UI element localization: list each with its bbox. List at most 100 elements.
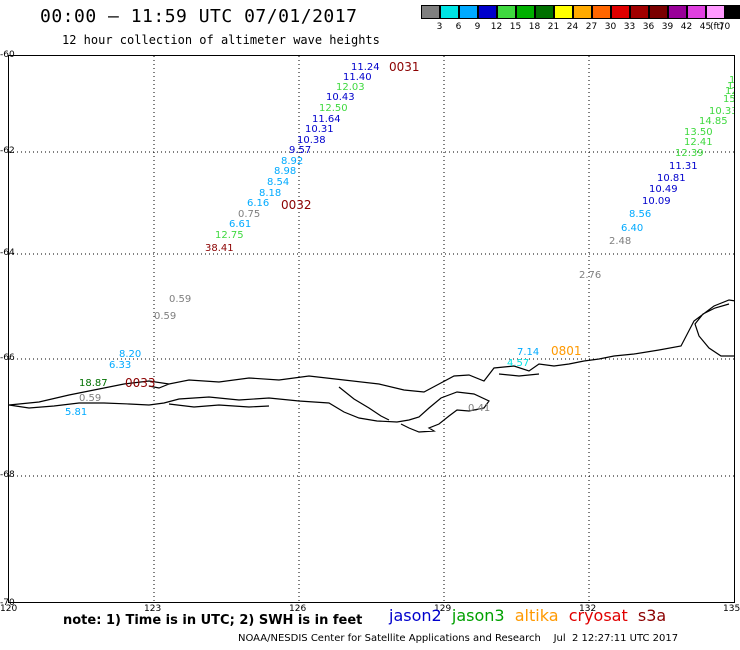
legend-swatch bbox=[649, 5, 668, 19]
legend-swatch bbox=[611, 5, 630, 19]
wave-height-label: 9.57 bbox=[289, 145, 311, 156]
credit-line: NOAA/NESDIS Center for Satellite Applica… bbox=[238, 633, 679, 644]
wave-height-label: 12.41 bbox=[684, 137, 713, 148]
satellite-name: cryosat bbox=[568, 606, 638, 625]
wave-height-label: 0.41 bbox=[468, 403, 490, 414]
wave-height-label: 14.85 bbox=[699, 116, 728, 127]
legend-label: 18 bbox=[528, 22, 541, 32]
pass-time-label: 0801 bbox=[551, 344, 582, 358]
wave-height-label: 13.50 bbox=[684, 127, 713, 138]
legend-swatch bbox=[592, 5, 611, 19]
legend-label: 30 bbox=[604, 22, 617, 32]
legend-label: 33 bbox=[623, 22, 636, 32]
wave-height-label: 10.09 bbox=[642, 196, 671, 207]
wave-height-label: 38.41 bbox=[205, 243, 234, 254]
legend-label: 39 bbox=[661, 22, 674, 32]
wave-height-label: 12.03 bbox=[336, 82, 365, 93]
wave-height-label: 6.61 bbox=[229, 219, 251, 230]
satellite-name: altika bbox=[514, 606, 569, 625]
map-area: 11.24 11.40 12.03 10.43 12.50 11.64 10.31 10.38… bbox=[8, 55, 735, 603]
legend-swatch bbox=[459, 5, 478, 19]
wave-height-label: 10.49 bbox=[649, 184, 678, 195]
wave-height-label: 11.31 bbox=[669, 161, 698, 172]
lon-tick-label: 126 bbox=[289, 604, 307, 614]
antarctic-coastline bbox=[9, 299, 734, 433]
legend-swatch bbox=[516, 5, 535, 19]
page-title: 00:00 – 11:59 UTC 07/01/2017 bbox=[40, 6, 358, 27]
legend-label: 21 bbox=[547, 22, 560, 32]
page-subtitle: 12 hour collection of altimeter wave hei… bbox=[62, 33, 380, 47]
legend-label: 36 bbox=[642, 22, 655, 32]
wave-height-label: 10.81 bbox=[657, 173, 686, 184]
lon-tick-label: 132 bbox=[579, 604, 597, 614]
wave-height-label: 8.92 bbox=[281, 156, 303, 167]
legend-swatch bbox=[687, 5, 706, 19]
lat-tick-label: -62 bbox=[0, 146, 15, 156]
legend-swatch bbox=[478, 5, 497, 19]
lat-tick-label: -64 bbox=[0, 248, 15, 258]
wave-height-label: 7.14 bbox=[517, 347, 539, 358]
lat-tick-label: -70 bbox=[0, 598, 15, 608]
wave-height-label: 0.59 bbox=[169, 294, 191, 305]
legend-swatch bbox=[668, 5, 687, 19]
wave-height-label: 10.43 bbox=[326, 92, 355, 103]
pass-time-label: 0033 bbox=[125, 376, 156, 390]
wave-height-label: 5.81 bbox=[65, 407, 87, 418]
wave-height-label: 8.98 bbox=[274, 166, 296, 177]
satellite-name: jason3 bbox=[451, 606, 515, 625]
wave-height-label: 10.33 bbox=[709, 106, 735, 117]
wave-height-label: 0.59 bbox=[79, 393, 101, 404]
pass-time-label: 0032 bbox=[281, 198, 312, 212]
lon-tick-label: 120 bbox=[0, 604, 18, 614]
legend-label: 24 bbox=[566, 22, 579, 32]
legend-label: 9 bbox=[474, 22, 481, 32]
wave-height-label: 12 bbox=[725, 86, 735, 97]
lat-tick-label: -66 bbox=[0, 353, 15, 363]
color-scale-legend bbox=[421, 5, 740, 19]
wave-height-label: 18.87 bbox=[79, 378, 108, 389]
wave-height-label: 0.75 bbox=[238, 209, 260, 220]
lon-tick-label: 129 bbox=[434, 604, 452, 614]
legend-swatch bbox=[440, 5, 459, 19]
legend-swatch bbox=[573, 5, 592, 19]
wave-height-label: 6.40 bbox=[621, 223, 643, 234]
color-scale-labels: 3 6 9 12 15 18 21 24 27 30 33 36 39 42 45 70 bbox=[430, 22, 734, 32]
legend-label: 6 bbox=[455, 22, 462, 32]
lat-tick-label: -60 bbox=[0, 50, 15, 60]
wave-height-label: 2.48 bbox=[609, 236, 631, 247]
wave-height-label: 11.64 bbox=[312, 114, 341, 125]
wave-height-label: 11.24 bbox=[351, 62, 380, 73]
wave-height-label: 2.76 bbox=[579, 270, 601, 281]
wave-height-label: 0.59 bbox=[154, 311, 176, 322]
legend-unit: (ft) bbox=[710, 22, 724, 32]
lon-tick-label: 123 bbox=[144, 604, 162, 614]
wave-height-label: 15.2 bbox=[723, 94, 735, 105]
wave-height-label: 8.20 bbox=[119, 349, 141, 360]
wave-height-label: 12.39 bbox=[675, 148, 704, 159]
wave-height-label: 11.40 bbox=[343, 72, 372, 83]
wave-height-label: 4.57 bbox=[507, 358, 529, 369]
wave-height-label: 15 bbox=[727, 81, 735, 92]
wave-height-label: 1 bbox=[729, 75, 735, 86]
satellite-name: jason2 bbox=[389, 606, 452, 625]
legend-swatch bbox=[706, 5, 725, 19]
lon-tick-label: 135 bbox=[723, 604, 740, 614]
legend-swatch bbox=[554, 5, 573, 19]
legend-label: 42 bbox=[680, 22, 693, 32]
pass-time-label: 0031 bbox=[389, 60, 420, 74]
wave-height-label: 8.56 bbox=[629, 209, 651, 220]
legend-label: 27 bbox=[585, 22, 598, 32]
legend-swatch bbox=[725, 5, 740, 19]
satellite-legend: jason2 jason3 altika cryosat s3a bbox=[389, 606, 666, 625]
wave-height-label: 12.75 bbox=[215, 230, 244, 241]
wave-height-label: 12.50 bbox=[319, 103, 348, 114]
wave-height-label: 6.33 bbox=[109, 360, 131, 371]
grid-lines bbox=[9, 56, 734, 602]
legend-swatch bbox=[421, 5, 440, 19]
legend-label: 15 bbox=[509, 22, 522, 32]
lat-tick-label: -68 bbox=[0, 470, 15, 480]
legend-label: 70 bbox=[718, 22, 731, 32]
footer-note: note: 1) Time is in UTC; 2) SWH is in fe… bbox=[63, 613, 363, 628]
wave-height-label: 8.18 bbox=[259, 188, 281, 199]
legend-label: 3 bbox=[436, 22, 443, 32]
